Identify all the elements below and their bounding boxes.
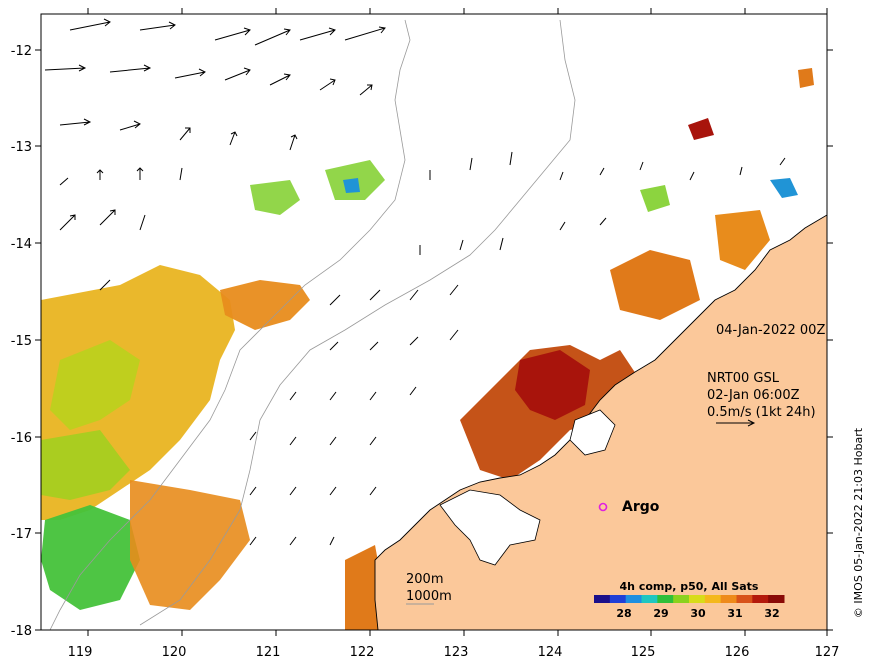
colorbar-swatches bbox=[594, 595, 785, 603]
colorbar-tick: 28 bbox=[616, 607, 631, 620]
sst-patch-southwest-orange bbox=[130, 480, 250, 610]
colorbar-tick: 29 bbox=[653, 607, 668, 620]
colorbar-swatch bbox=[704, 595, 722, 603]
colorbar-swatch bbox=[657, 595, 674, 603]
colorbar-swatch bbox=[594, 595, 611, 603]
x-tick-label: 123 bbox=[444, 645, 469, 660]
isobath-200 bbox=[49, 19, 411, 630]
y-tick-label: -14 bbox=[11, 237, 32, 252]
x-tick-label: 121 bbox=[256, 645, 281, 660]
scale-arrow bbox=[716, 419, 756, 427]
y-tick-label: -15 bbox=[11, 334, 32, 349]
sst-patch-southwest bbox=[41, 505, 140, 610]
x-tick-label: 124 bbox=[538, 645, 563, 660]
sst-patch-north-green bbox=[250, 180, 300, 215]
colorbar-title: 4h comp, p50, All Sats bbox=[620, 580, 759, 593]
sst-patch-east-orange bbox=[610, 250, 700, 320]
colorbar-swatch bbox=[689, 595, 706, 603]
colorbar-swatch bbox=[625, 595, 642, 603]
x-tick-label: 127 bbox=[815, 645, 840, 660]
colorbar-swatch bbox=[768, 595, 785, 603]
y-tick-label: -13 bbox=[11, 140, 32, 155]
x-tick-label: 120 bbox=[162, 645, 187, 660]
sst-patch-far-ne bbox=[798, 68, 814, 88]
colorbar-swatch bbox=[673, 595, 690, 603]
x-tick-labels: 119 120 121 122 123 124 125 126 127 bbox=[68, 645, 840, 660]
date-label: 04-Jan-2022 00Z bbox=[716, 323, 825, 338]
colorbar-tick: 31 bbox=[727, 607, 742, 620]
current-time-label: 02-Jan 06:00Z bbox=[707, 388, 800, 403]
x-tick-label: 125 bbox=[631, 645, 656, 660]
current-vectors bbox=[44, 18, 786, 546]
colorbar-swatch bbox=[641, 595, 658, 603]
isobath-200-label: 200m bbox=[406, 572, 443, 587]
x-tick-label: 126 bbox=[725, 645, 750, 660]
sst-patch-west-green bbox=[50, 340, 140, 430]
colorbar-swatch bbox=[752, 595, 769, 603]
plot-frame bbox=[40, 13, 828, 631]
king-sound bbox=[439, 489, 541, 566]
y-tick-label: -16 bbox=[11, 431, 32, 446]
colorbar-swatch bbox=[720, 595, 737, 603]
sst-patch-blue1 bbox=[343, 178, 360, 193]
sst-patch-northeast-blue bbox=[770, 178, 798, 198]
y-tick-labels: -12 -13 -14 -15 -16 -17 -18 bbox=[11, 44, 32, 639]
sst-layer bbox=[41, 68, 814, 630]
colorbar-tick: 30 bbox=[690, 607, 706, 620]
colorbar-ticks: 28 29 30 31 32 bbox=[616, 607, 779, 620]
isobath-1000 bbox=[139, 19, 576, 626]
colorbar-swatch bbox=[736, 595, 753, 603]
credit-label: © IMOS 05-Jan-2022 21:03 Hobart bbox=[852, 427, 865, 618]
x-tick-label: 119 bbox=[68, 645, 93, 660]
isobath-1000-label: 1000m bbox=[406, 589, 452, 604]
bay-collier bbox=[569, 409, 616, 456]
colorbar-swatch bbox=[609, 595, 627, 603]
isobath-lines bbox=[49, 19, 576, 630]
argo-label: Argo bbox=[622, 499, 660, 515]
colorbar: 4h comp, p50, All Sats 28 29 30 31 32 bbox=[594, 580, 785, 620]
axis-ticks bbox=[35, 8, 833, 636]
y-tick-label: -18 bbox=[11, 624, 32, 639]
x-tick-label: 122 bbox=[350, 645, 375, 660]
sst-patch-northeast-green bbox=[640, 185, 670, 212]
y-tick-label: -12 bbox=[11, 44, 32, 59]
current-product-label: NRT00 GSL bbox=[707, 371, 780, 386]
scale-label: 0.5m/s (1kt 24h) bbox=[707, 405, 816, 420]
sst-patch-nearshore-red bbox=[515, 350, 590, 420]
y-tick-label: -17 bbox=[11, 527, 32, 542]
sst-patch-mid bbox=[220, 280, 310, 330]
sst-patch-north-red bbox=[688, 118, 714, 140]
argo-marker bbox=[598, 502, 608, 512]
sst-patch-ne-orange bbox=[715, 210, 770, 270]
colorbar-tick: 32 bbox=[764, 607, 779, 620]
sst-patch-west-green2 bbox=[41, 430, 130, 500]
